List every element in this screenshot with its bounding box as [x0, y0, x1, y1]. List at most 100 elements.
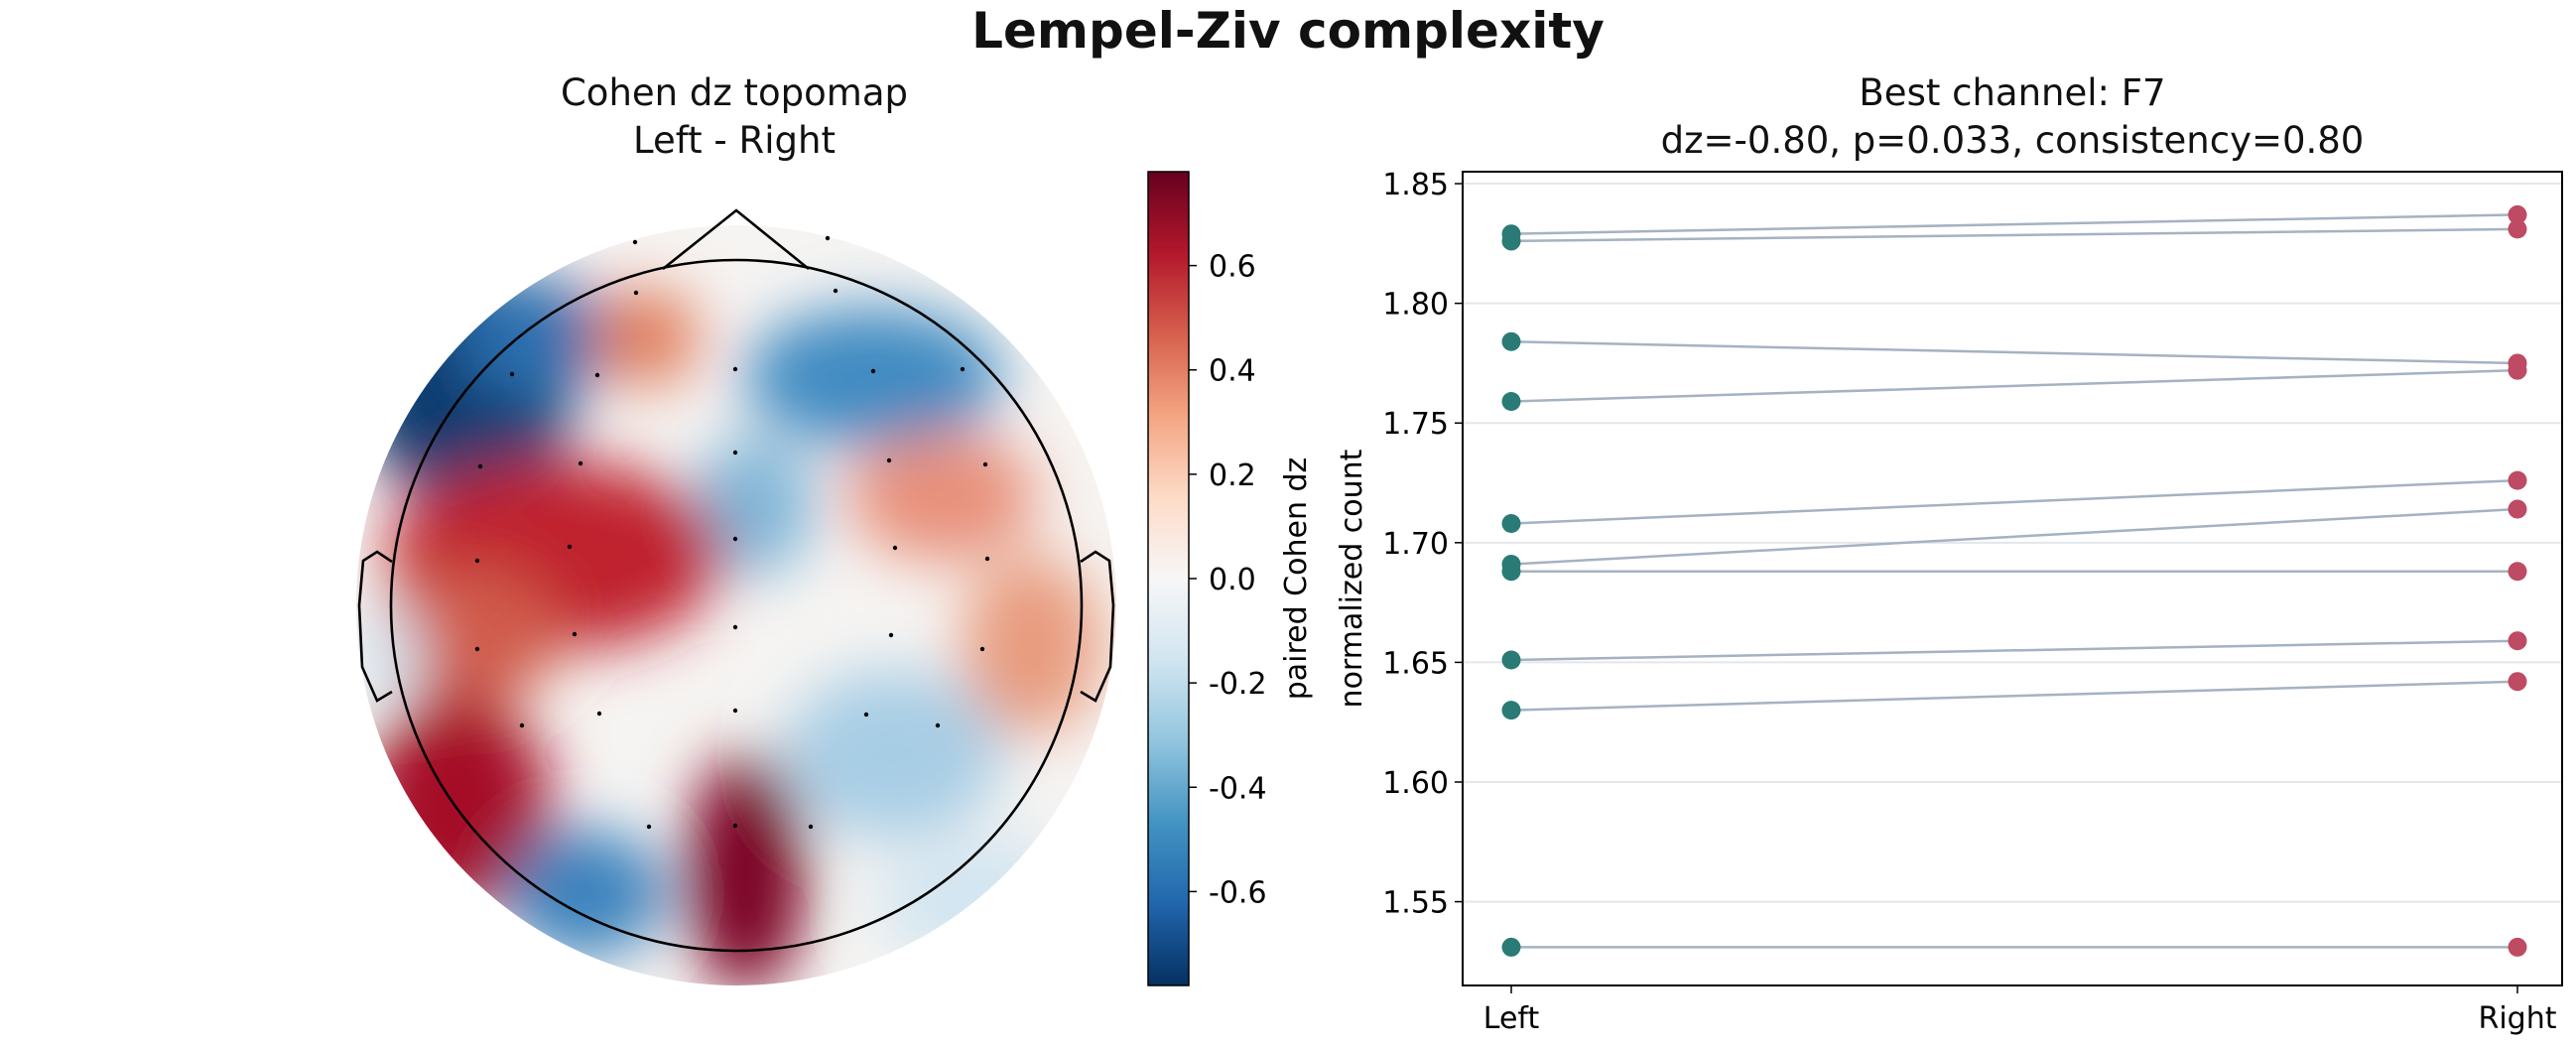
colorbar-ticks: 0.6 0.4 0.2 0.0 -0.2 -0.4 -0.6	[1189, 250, 1267, 910]
topomap-title-line1: Cohen dz topomap	[560, 71, 909, 114]
sensor-dot	[509, 371, 515, 377]
head-outline	[357, 208, 1115, 953]
sensor-dot	[825, 235, 831, 241]
topomap-title-line2: Left - Right	[633, 119, 836, 162]
left-point	[1501, 562, 1521, 582]
right-ear-outline	[1080, 550, 1115, 703]
x-tick-label: Right	[2479, 1001, 2557, 1036]
pair-line	[1510, 639, 2518, 662]
left-point	[1501, 392, 1521, 412]
sensor-dot	[984, 556, 990, 562]
colorbar-tick-label: 0.6	[1209, 250, 1256, 285]
pair-line	[1510, 339, 2518, 365]
y-axis-label: normalized count	[1335, 449, 1369, 708]
sensor-dot	[477, 463, 483, 469]
sensor-dot	[888, 632, 894, 638]
y-tick-label: 1.80	[1382, 288, 1449, 323]
sensor-dot	[732, 536, 738, 542]
sensor-dot	[633, 290, 639, 296]
colorbar-tick-label: 0.2	[1209, 458, 1256, 493]
right-point	[2508, 631, 2527, 651]
y-tick-label: 1.75	[1382, 407, 1449, 442]
x-axis: Left Right	[1483, 985, 2557, 1036]
sensor-dot	[594, 372, 600, 378]
paired-plot-title-line2: dz=-0.80, p=0.033, consistency=0.80	[1660, 119, 2365, 162]
right-point	[2508, 562, 2527, 582]
colorbar-tick-label: -0.2	[1209, 667, 1267, 702]
pair-line	[1510, 680, 2518, 712]
left-point	[1501, 231, 1521, 251]
right-point	[2508, 470, 2527, 490]
sensor-dot	[578, 460, 583, 466]
paired-plot: 1.55 1.60 1.65 1.70 1.75 1.80 1.85 Left Right n…	[1335, 168, 2563, 1036]
topomap-field	[356, 225, 1116, 985]
pair-lines	[1510, 213, 2518, 949]
colorbar-gradient	[1147, 171, 1190, 986]
pair-line	[1510, 507, 2518, 566]
left-point	[1501, 701, 1521, 720]
pair-line	[1510, 213, 2518, 235]
sensor-dot	[935, 722, 941, 728]
right-point	[2508, 204, 2527, 224]
sensor-dot	[732, 708, 738, 714]
colorbar-tick-label: -0.6	[1209, 875, 1267, 910]
pair-line	[1510, 227, 2518, 243]
x-tick-label: Left	[1483, 1001, 1540, 1036]
left-point	[1501, 650, 1521, 670]
sensor-dot	[982, 461, 988, 467]
right-point	[2508, 499, 2527, 519]
sensor-dot	[646, 824, 652, 830]
sensor-dot	[474, 646, 480, 652]
sensor-dot	[632, 239, 638, 245]
right-point	[2508, 672, 2527, 692]
sensor-dot	[519, 722, 525, 728]
sensor-dot	[960, 366, 966, 372]
plot-frame	[1462, 171, 2563, 986]
left-point	[1501, 331, 1521, 351]
sensor-dot	[863, 712, 869, 718]
figure-suptitle: Lempel-Ziv complexity	[971, 2, 1605, 60]
y-tick-label: 1.65	[1382, 646, 1449, 681]
sensor-markers	[474, 235, 990, 830]
right-point	[2508, 219, 2527, 239]
sensor-dot	[732, 823, 738, 829]
right-point	[2508, 937, 2527, 957]
sensor-dot	[732, 366, 738, 372]
topomap	[356, 208, 1116, 985]
sensor-dot	[572, 631, 578, 637]
colorbar: 0.6 0.4 0.2 0.0 -0.2 -0.4 -0.6 paired Cohen dz	[1147, 171, 1314, 986]
sensor-dot	[979, 646, 985, 652]
y-tick-label: 1.55	[1382, 886, 1449, 921]
y-axis: 1.55 1.60 1.65 1.70 1.75 1.80 1.85	[1382, 168, 1463, 921]
nose-outline	[662, 208, 810, 271]
colorbar-tick-label: 0.4	[1209, 354, 1256, 389]
sensor-dot	[567, 544, 573, 550]
left-point	[1501, 514, 1521, 534]
right-point	[2508, 360, 2527, 380]
paired-plot-title: Best channel: F7 dz=-0.80, p=0.033, cons…	[1463, 69, 2562, 165]
data-points	[1501, 204, 2527, 957]
colorbar-tick-label: -0.4	[1209, 771, 1267, 806]
y-tick-label: 1.60	[1382, 766, 1449, 801]
sensor-dot	[892, 545, 898, 551]
left-point	[1501, 937, 1521, 957]
sensor-dot	[808, 824, 814, 830]
sensor-dot	[732, 450, 738, 456]
sensor-dot	[596, 711, 602, 717]
y-tick-label: 1.85	[1382, 168, 1449, 202]
left-ear-outline	[357, 550, 393, 703]
head-circle	[389, 258, 1084, 953]
colorbar-label: paired Cohen dz	[1279, 458, 1314, 701]
paired-plot-title-line1: Best channel: F7	[1859, 71, 2166, 114]
sensor-dot	[886, 458, 892, 463]
pair-line	[1510, 478, 2518, 525]
pair-line	[1510, 368, 2518, 403]
sensor-dot	[870, 368, 876, 374]
y-gridlines	[1463, 183, 2562, 903]
sensor-dot	[833, 288, 838, 294]
colorbar-tick-label: 0.0	[1209, 563, 1256, 597]
y-tick-label: 1.70	[1382, 527, 1449, 562]
sensor-dot	[474, 558, 480, 564]
topomap-title: Cohen dz topomap Left - Right	[437, 69, 1032, 165]
